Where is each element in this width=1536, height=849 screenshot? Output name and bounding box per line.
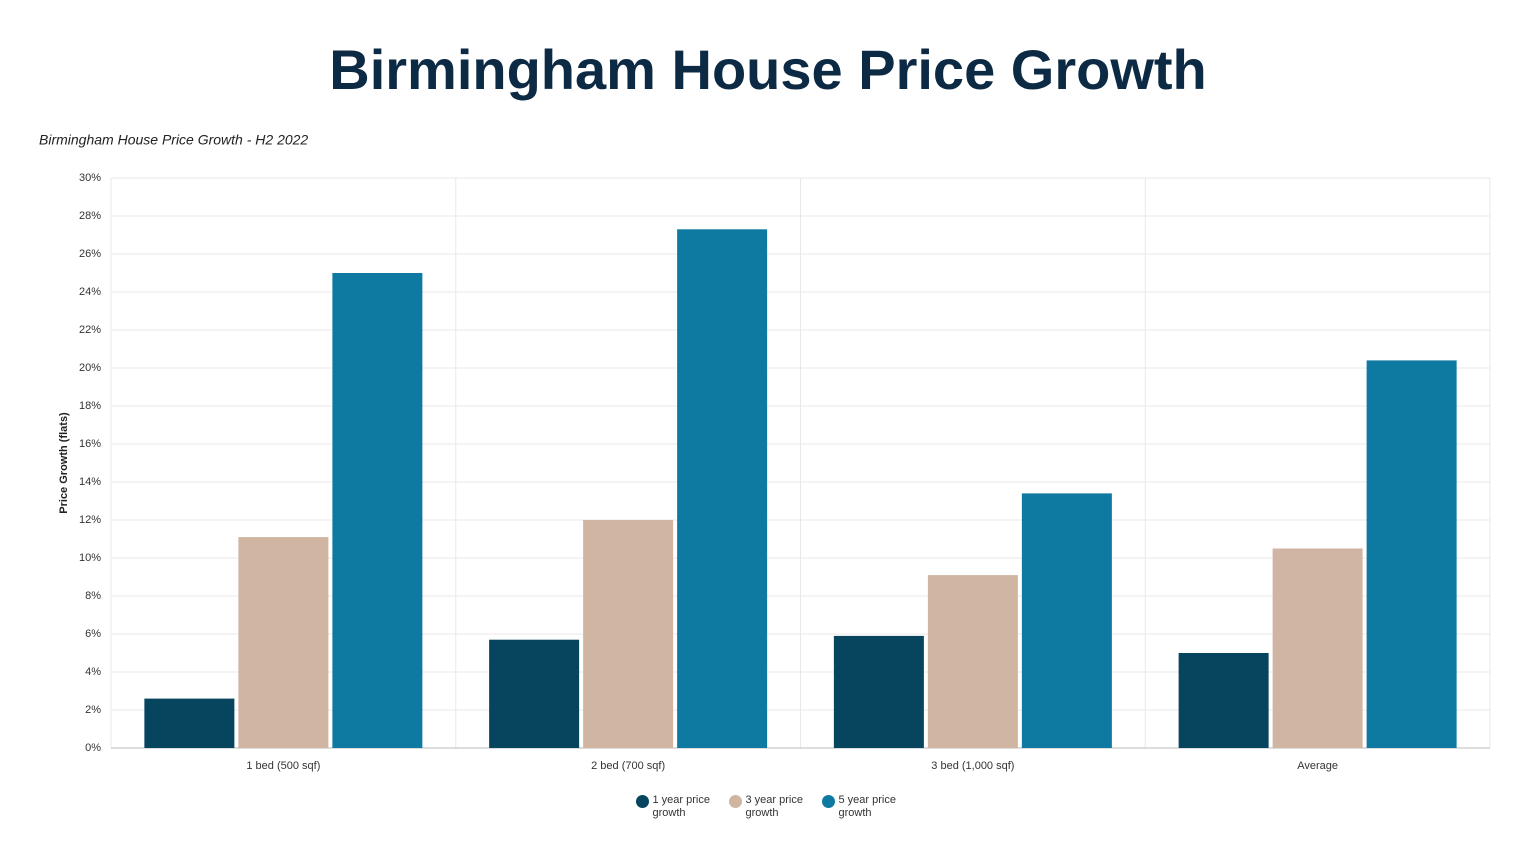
y-tick-label: 20% — [79, 362, 101, 374]
y-axis-label: Price Growth (flats) — [58, 412, 70, 514]
legend: 1 year price growth 3 year price growth 5 … — [0, 794, 1536, 820]
y-tick-label: 6% — [85, 628, 101, 640]
chart-title: Birmingham House Price Growth — [329, 38, 1207, 101]
y-tick-label: 18% — [79, 400, 101, 412]
bar — [1366, 360, 1457, 748]
x-tick-label: Average — [1297, 760, 1338, 772]
legend-label: 1 year price growth — [652, 794, 710, 819]
bar — [583, 520, 674, 748]
legend-marker — [635, 795, 649, 808]
y-tick-label: 16% — [79, 438, 101, 450]
y-tick-label: 14% — [79, 476, 101, 488]
legend-item[interactable]: 1 year price growth — [635, 794, 715, 820]
bar — [1021, 493, 1112, 748]
y-tick-label: 12% — [79, 514, 101, 526]
x-tick-label: 2 bed (700 sqf) — [591, 760, 665, 772]
y-tick-label: 28% — [79, 210, 101, 222]
bar — [833, 635, 924, 748]
y-tick-label: 24% — [79, 286, 101, 298]
legend-item[interactable]: 3 year price growth — [728, 794, 808, 820]
x-tick-label: 1 bed (500 sqf) — [246, 760, 320, 772]
bar — [1272, 548, 1363, 748]
y-tick-label: 4% — [85, 666, 101, 678]
y-tick-label: 22% — [79, 324, 101, 336]
y-tick-label: 10% — [79, 552, 101, 564]
y-tick-label: 0% — [85, 742, 101, 754]
bar — [1178, 653, 1269, 748]
y-tick-label: 8% — [85, 590, 101, 602]
y-tick-label: 26% — [79, 248, 101, 260]
bar — [238, 537, 329, 748]
legend-label: 3 year price growth — [745, 794, 803, 819]
chart-subtitle: Birmingham House Price Growth - H2 2022 — [39, 132, 308, 148]
bar — [144, 698, 235, 748]
y-tick-label: 2% — [85, 704, 101, 716]
legend-label: 5 year price growth — [838, 794, 896, 819]
legend-marker — [821, 795, 835, 808]
bar — [332, 273, 423, 748]
bar — [677, 229, 768, 749]
y-tick-label: 30% — [79, 172, 101, 184]
x-tick-label: 3 bed (1,000 sqf) — [931, 760, 1014, 772]
bar — [489, 639, 580, 748]
legend-item[interactable]: 5 year price growth — [821, 794, 901, 820]
bar — [927, 575, 1018, 748]
legend-marker — [728, 795, 742, 808]
